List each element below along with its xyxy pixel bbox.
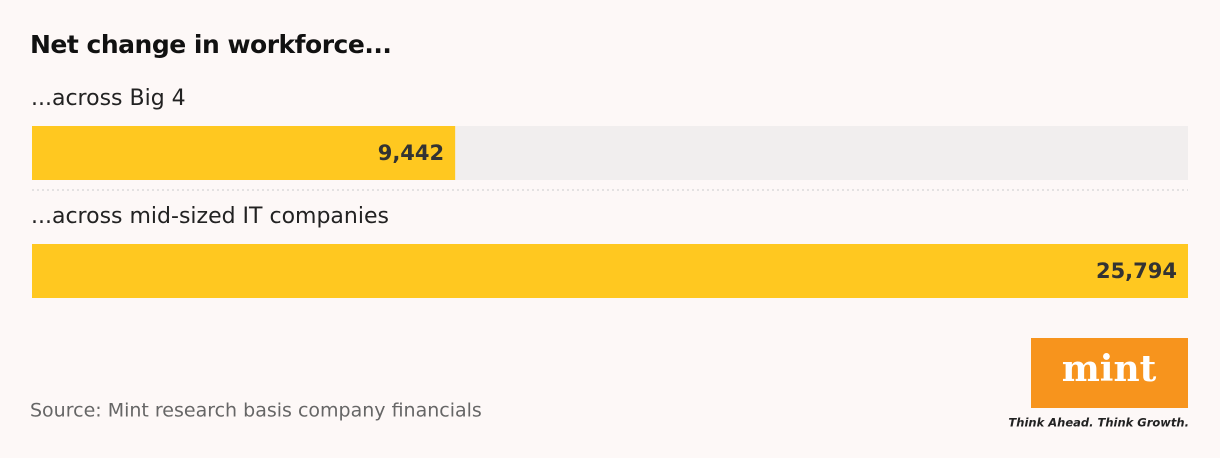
chart-title: Net change in workforce... <box>30 30 391 59</box>
bar <box>32 244 1188 298</box>
logo-text: mint <box>1062 348 1157 390</box>
value-label: 9,442 <box>378 141 444 165</box>
logo-tagline: Think Ahead. Think Growth. <box>1008 416 1189 430</box>
bar <box>32 126 456 180</box>
category-label: ...across mid-sized IT companies <box>31 204 389 229</box>
source: Source: Mint research basis company fina… <box>30 400 482 422</box>
category-label: ...across Big 4 <box>31 86 186 111</box>
value-label: 25,794 <box>1096 259 1177 283</box>
logo-box <box>1031 338 1188 408</box>
